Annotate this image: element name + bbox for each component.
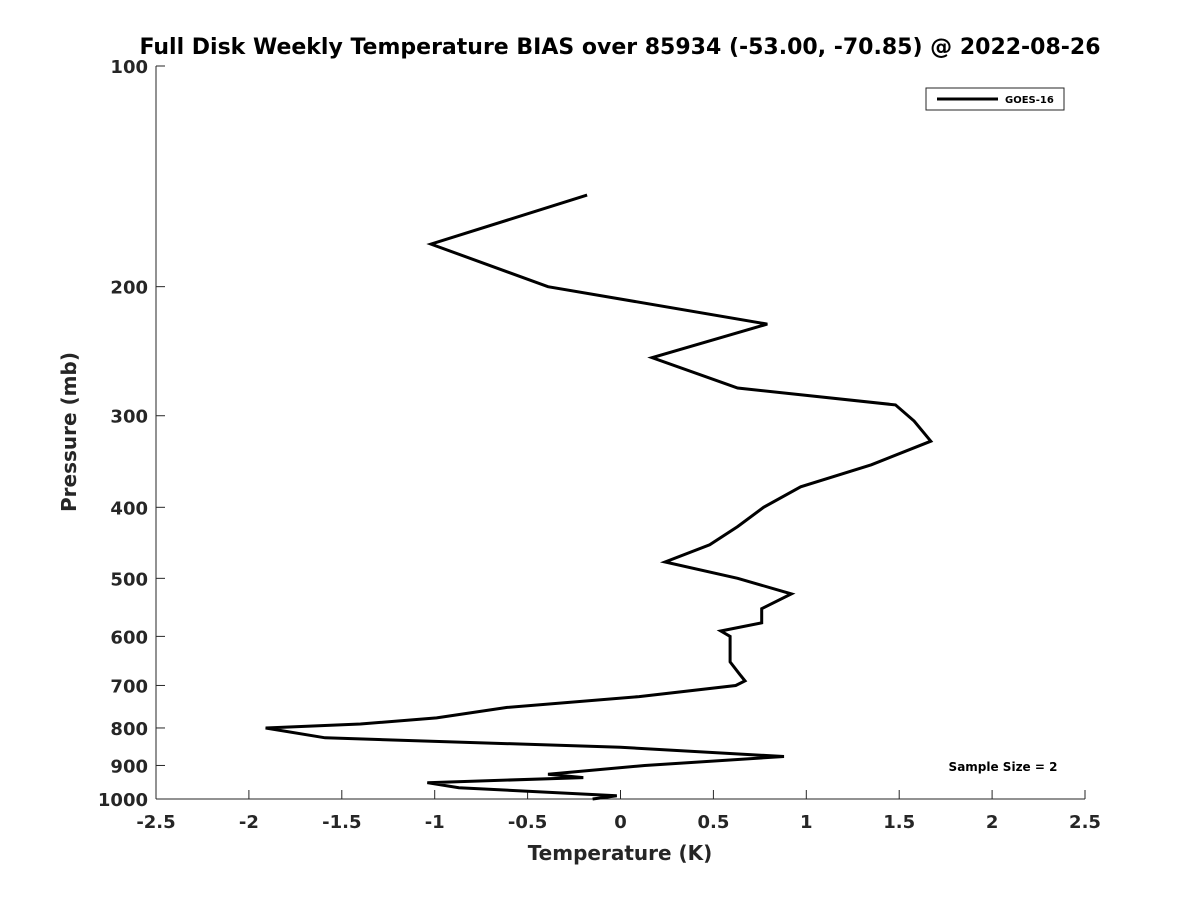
y-tick-label: 100	[110, 57, 148, 78]
series-line-goes-16	[265, 193, 934, 801]
series-layer	[265, 193, 934, 801]
y-tick-label: 800	[110, 719, 148, 740]
legend-label-goes-16: GOES-16	[1005, 95, 1054, 106]
x-axis-label: Temperature (K)	[528, 841, 713, 865]
x-tick-label: -1.5	[322, 812, 361, 833]
y-tick-label: 200	[110, 278, 148, 299]
x-tick-label: 1	[800, 812, 813, 833]
y-tick-label: 400	[110, 498, 148, 519]
y-axis-label: Pressure (mb)	[57, 352, 81, 512]
y-ticks: 100 200 300 400 500 600 700 800 900 1000	[98, 57, 165, 811]
x-tick-label: 2	[986, 812, 999, 833]
y-tick-label: 1000	[98, 790, 148, 811]
x-tick-label: 1.5	[883, 812, 915, 833]
sample-size-annotation: Sample Size = 2	[949, 760, 1058, 774]
x-tick-label: 2.5	[1069, 812, 1101, 833]
y-tick-label: 700	[110, 676, 148, 697]
y-tick-label: 500	[110, 569, 148, 590]
legend: GOES-16	[925, 87, 1065, 111]
y-tick-label: 300	[110, 407, 148, 428]
x-tick-label: 0	[614, 812, 627, 833]
x-tick-label: -0.5	[508, 812, 547, 833]
x-tick-label: -2.5	[136, 812, 175, 833]
y-tick-label: 900	[110, 756, 148, 777]
y-tick-label: 600	[110, 627, 148, 648]
chart-title: Full Disk Weekly Temperature BIAS over 8…	[139, 35, 1100, 60]
x-tick-label: -1	[425, 812, 445, 833]
x-ticks: -2.5 -2 -1.5 -1 -0.5 0 0.5 1 1.5 2 2.5	[136, 790, 1101, 833]
x-tick-label: -2	[239, 812, 259, 833]
x-tick-label: 0.5	[697, 812, 729, 833]
